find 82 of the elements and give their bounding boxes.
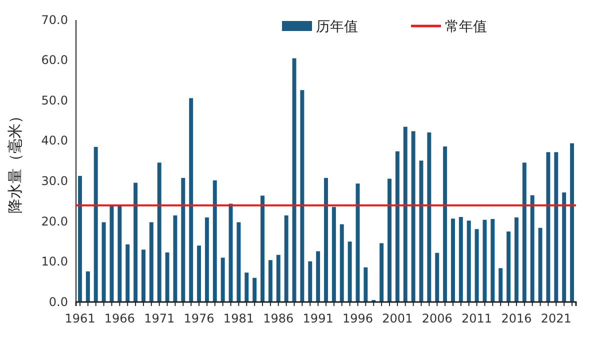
x-tick-label: 2001	[382, 312, 413, 326]
bar	[236, 222, 241, 302]
bar	[268, 260, 272, 302]
bar	[78, 176, 82, 302]
y-tick-label: 40.0	[41, 134, 68, 148]
bar	[324, 178, 328, 302]
bar	[204, 217, 209, 302]
y-tick-label: 10.0	[41, 254, 68, 269]
bar	[506, 232, 511, 302]
x-tick-label: 1996	[342, 312, 374, 326]
bar	[252, 278, 257, 302]
bar	[284, 215, 288, 302]
bar	[86, 271, 90, 302]
bar	[244, 272, 249, 302]
bar	[126, 244, 130, 302]
bar	[165, 252, 170, 302]
bar	[474, 229, 479, 302]
bar	[411, 131, 416, 302]
x-tick-label: 2021	[540, 312, 572, 326]
bar	[403, 126, 408, 302]
y-tick-label: 70.0	[41, 12, 68, 27]
bar	[276, 254, 280, 302]
y-tick-label: 60.0	[41, 53, 68, 68]
x-tick-label: 2016	[501, 312, 532, 326]
bar	[157, 162, 162, 302]
x-tick-label: 1966	[104, 312, 135, 326]
bar	[173, 215, 178, 302]
y-tick-label: 50.0	[41, 93, 68, 108]
x-tick-label: 1976	[184, 312, 214, 326]
x-tick-label: 1986	[263, 312, 294, 326]
x-tick-label: 1991	[302, 312, 334, 326]
x-tick-label: 1971	[144, 312, 175, 326]
bar	[451, 218, 455, 302]
bar	[364, 267, 368, 302]
bar	[427, 132, 432, 302]
bar	[348, 242, 352, 302]
bar	[189, 98, 194, 302]
bar	[300, 90, 304, 302]
bar	[546, 152, 550, 302]
bar	[380, 243, 384, 302]
bar	[197, 246, 201, 302]
bar	[554, 152, 558, 302]
y-tick-label: 0.0	[48, 294, 68, 309]
bar	[308, 261, 312, 302]
bar	[538, 228, 542, 302]
bar	[118, 205, 122, 302]
bar	[94, 146, 98, 302]
bar	[260, 196, 264, 302]
bar	[212, 180, 217, 302]
bar	[395, 151, 400, 302]
bar	[181, 178, 186, 302]
x-tick-label: 2011	[462, 312, 492, 326]
x-tick-label: 1981	[223, 312, 254, 326]
bar	[490, 219, 495, 302]
legend-label: 历年值	[316, 19, 358, 35]
y-axis-title: 降水量（毫米）	[6, 108, 24, 214]
x-tick-label: 2006	[422, 312, 452, 326]
bar	[149, 222, 154, 302]
bar	[332, 206, 336, 302]
bar	[522, 162, 526, 302]
y-tick-label: 20.0	[41, 214, 68, 228]
bar	[110, 205, 114, 302]
y-tick-label: 30.0	[41, 174, 68, 188]
bar	[530, 195, 534, 302]
bar	[466, 220, 471, 302]
bar	[482, 220, 487, 302]
bar	[340, 224, 344, 302]
bar	[141, 250, 146, 302]
bar	[570, 143, 574, 302]
bar	[102, 222, 106, 302]
bar	[498, 268, 503, 302]
bar	[562, 192, 566, 302]
bar	[220, 258, 225, 302]
bar	[134, 182, 138, 302]
bar	[443, 146, 448, 302]
bar	[435, 252, 440, 302]
legend-label: 常年值	[445, 19, 487, 35]
x-tick-label: 1961	[64, 312, 96, 326]
bar	[388, 178, 392, 302]
bar	[458, 216, 463, 302]
bar	[316, 251, 320, 302]
bar	[514, 217, 518, 302]
